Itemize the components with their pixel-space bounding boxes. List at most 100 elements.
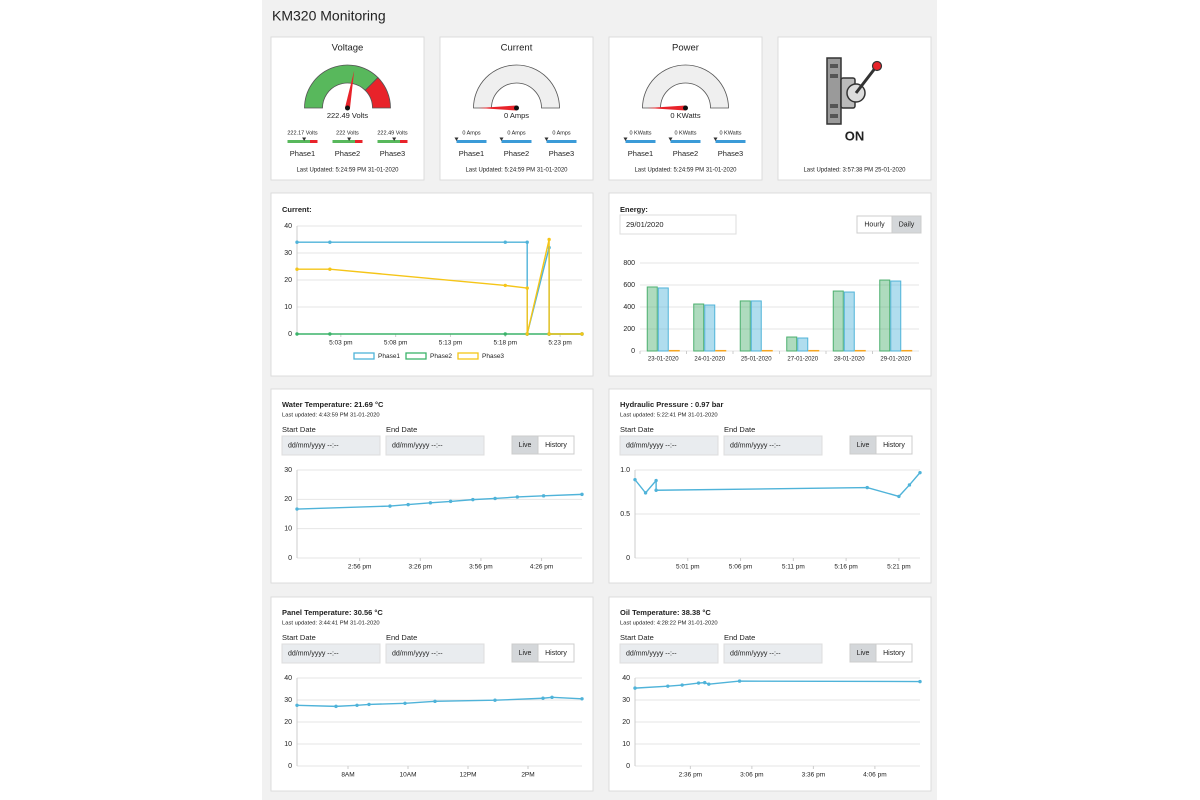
bar — [890, 280, 902, 352]
phase-marker — [499, 137, 504, 141]
data-point — [503, 240, 507, 244]
toggle-button-label[interactable]: History — [545, 442, 567, 449]
date-input[interactable] — [385, 643, 485, 664]
x-tick-label: 29-01-2020 — [880, 357, 911, 363]
y-tick-label: 0 — [631, 348, 635, 355]
switch-slot — [830, 104, 838, 108]
data-point — [580, 332, 584, 336]
bar — [832, 290, 844, 352]
data-point — [666, 684, 670, 688]
toggle-button-label[interactable]: Live — [857, 442, 870, 449]
data-point — [547, 332, 551, 336]
phase-marker — [454, 137, 459, 141]
series-line — [296, 696, 583, 708]
toggle-button-label[interactable]: Daily — [899, 221, 915, 228]
toggle-button[interactable] — [537, 435, 575, 455]
card — [270, 596, 594, 792]
chart-subtitle: Last updated: 3:44:41 PM 31-01-2020 — [282, 621, 380, 627]
data-point — [707, 682, 711, 686]
bar — [843, 291, 855, 352]
y-tick-label: 10 — [284, 741, 292, 748]
x-tick-label: 5:16 pm — [834, 564, 858, 571]
toggle-button[interactable] — [875, 643, 913, 663]
data-point — [654, 478, 658, 483]
data-point — [295, 267, 299, 271]
toggle-button[interactable] — [891, 215, 922, 234]
end-date-label: End Date — [724, 425, 755, 434]
x-tick-label: 5:18 pm — [494, 340, 518, 347]
toggle-button[interactable] — [537, 643, 575, 663]
toggle-button-label[interactable]: History — [545, 650, 567, 657]
x-tick-label: 2:56 pm — [348, 564, 372, 571]
bar — [750, 300, 762, 352]
phase-value-label: 222.49 Volts — [377, 130, 408, 136]
data-point — [643, 491, 648, 495]
data-point — [696, 681, 701, 685]
data-point — [428, 501, 433, 505]
phase-bar — [715, 140, 746, 143]
date-input[interactable] — [281, 643, 381, 664]
bar — [668, 349, 680, 352]
legend-label: Phase3 — [482, 353, 504, 360]
card — [270, 388, 594, 584]
y-tick-label: 10 — [284, 304, 292, 311]
date-input[interactable] — [723, 435, 823, 456]
phase-name: Phase2 — [504, 149, 529, 158]
x-tick-label: 4:06 pm — [863, 772, 887, 779]
data-point — [295, 507, 299, 511]
start-date-label: Start Date — [620, 633, 654, 642]
phase-marker — [347, 137, 352, 141]
y-tick-label: 800 — [623, 260, 635, 267]
end-date-label: End Date — [724, 633, 755, 642]
date-input[interactable] — [281, 435, 381, 456]
phase-bar — [287, 140, 310, 143]
start-date-label: Start Date — [282, 633, 316, 642]
chart-subtitle: Last updated: 4:43:59 PM 31-01-2020 — [282, 413, 380, 419]
x-tick-label: 3:56 pm — [469, 564, 493, 571]
x-tick-label: 5:08 pm — [384, 340, 408, 347]
date-input[interactable] — [385, 435, 485, 456]
x-tick-label: 5:13 pm — [439, 340, 463, 347]
legend-swatch — [353, 352, 375, 360]
data-point — [547, 237, 551, 242]
series-line — [297, 239, 582, 335]
phase-bar — [456, 140, 487, 143]
toggle-button-label[interactable]: Live — [857, 650, 870, 657]
phase-bar — [625, 140, 656, 143]
data-point — [295, 703, 299, 707]
gauge-zone — [473, 64, 560, 109]
gauge-title: Power — [672, 43, 699, 54]
y-tick-label: 20 — [622, 719, 630, 726]
bar — [715, 349, 727, 352]
x-tick-label: 5:01 pm — [676, 564, 700, 571]
x-tick-label: 24-01-2020 — [694, 357, 725, 363]
y-tick-label: 30 — [622, 697, 630, 704]
switch-slot — [830, 74, 838, 78]
card — [608, 596, 932, 792]
data-point — [515, 495, 520, 499]
date-input[interactable] — [619, 643, 719, 664]
switch-slot — [830, 114, 838, 118]
y-tick-label: 20 — [284, 277, 292, 284]
date-input[interactable] — [619, 435, 719, 456]
toggle-button-label[interactable]: Live — [519, 442, 532, 449]
switch-slot — [830, 64, 838, 68]
bar — [901, 349, 913, 352]
bar — [704, 304, 716, 352]
date-input[interactable] — [723, 643, 823, 664]
x-tick-label: 12PM — [460, 772, 477, 779]
bar — [786, 336, 798, 352]
y-tick-label: 30 — [284, 697, 292, 704]
toggle-button-label[interactable]: History — [883, 442, 905, 449]
toggle-button-label[interactable]: Live — [519, 650, 532, 657]
legend-label: Phase1 — [378, 353, 400, 360]
toggle-button[interactable] — [875, 435, 913, 455]
gauge-needle — [647, 105, 686, 111]
x-tick-label: 5:06 pm — [729, 564, 753, 571]
data-point — [633, 477, 637, 482]
y-tick-label: 40 — [622, 675, 630, 682]
data-point — [406, 502, 410, 507]
toggle-button-label[interactable]: History — [883, 650, 905, 657]
toggle-button-label[interactable]: Hourly — [864, 221, 885, 228]
y-tick-label: 0 — [288, 331, 292, 338]
